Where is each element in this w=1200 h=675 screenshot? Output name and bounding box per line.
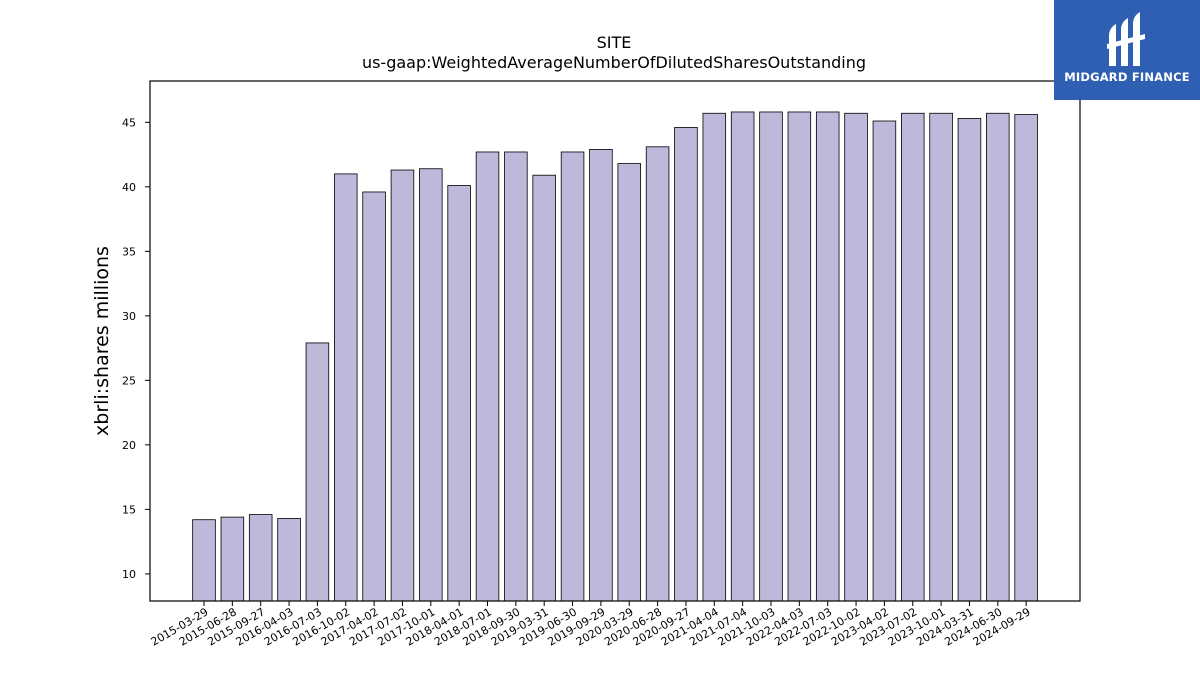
- bar-2023-04-02: [872, 120, 897, 602]
- bar-2020-03-29: [617, 163, 642, 602]
- bar-2016-10-02: [333, 173, 358, 602]
- bar-2021-07-04: [730, 111, 755, 602]
- y-tick-label: 15: [122, 503, 136, 516]
- logo-text: MIDGARD FINANCE: [1064, 70, 1190, 84]
- bar-2019-09-29: [589, 148, 613, 602]
- bar-2020-06-28: [645, 146, 670, 602]
- bar-2024-03-31: [957, 118, 982, 602]
- bar-2022-04-03: [787, 111, 812, 602]
- bar-2017-07-02: [390, 169, 415, 602]
- bars-group: [192, 111, 1038, 602]
- bar-2016-04-03: [277, 518, 301, 602]
- bar-2020-09-27: [674, 127, 698, 602]
- bar-2019-03-31: [532, 174, 556, 602]
- bar-2015-03-29: [192, 519, 216, 602]
- plot-frame: [149, 80, 1081, 602]
- y-tick-label: 35: [122, 245, 136, 258]
- y-tick-label: 10: [122, 568, 136, 581]
- bar-2024-06-30: [986, 112, 1010, 602]
- bar-2024-09-29: [1014, 114, 1038, 602]
- chart-title: SITE: [597, 33, 632, 52]
- bar-2023-10-01: [929, 112, 953, 602]
- bar-2017-10-01: [419, 168, 443, 602]
- y-tick-label: 40: [122, 181, 136, 194]
- y-tick-label: 30: [122, 310, 136, 323]
- y-ticks-group: 10 15 20 25 30 35 40 45: [122, 116, 150, 581]
- bar-2023-07-02: [901, 112, 925, 602]
- bar-2015-06-28: [220, 516, 245, 602]
- x-ticks-group: 2015-03-292015-06-282015-09-272016-04-03…: [149, 601, 1033, 649]
- bar-2021-04-04: [702, 112, 727, 602]
- logo-mark-icon: [1107, 12, 1145, 66]
- chart-subtitle: us-gaap:WeightedAverageNumberOfDilutedSh…: [362, 53, 866, 72]
- bar-2018-09-30: [504, 151, 528, 602]
- bar-2017-04-02: [362, 191, 386, 602]
- bar-2015-09-27: [248, 514, 273, 602]
- y-tick-label: 20: [122, 439, 136, 452]
- brand-logo: MIDGARD FINANCE: [1054, 0, 1200, 100]
- bar-2019-06-30: [560, 151, 585, 602]
- y-axis-label: xbrli:shares millions: [91, 246, 113, 436]
- y-tick-label: 45: [122, 116, 136, 129]
- y-tick-label: 25: [122, 374, 136, 387]
- bar-2022-10-02: [844, 112, 868, 602]
- bar-2018-04-01: [447, 185, 471, 602]
- bar-2016-07-03: [305, 342, 330, 602]
- bar-2021-10-03: [759, 111, 783, 602]
- bar-2018-07-01: [475, 151, 500, 602]
- bar-2022-07-03: [815, 111, 840, 602]
